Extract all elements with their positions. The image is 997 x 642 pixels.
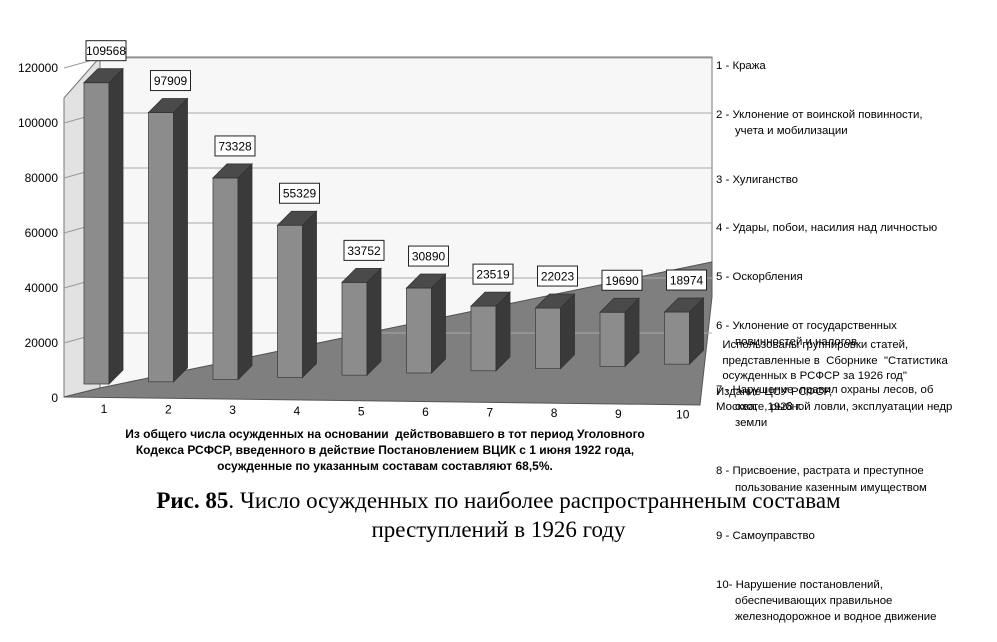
data-label: 97909 (154, 74, 188, 88)
bar (341, 281, 368, 376)
data-label-box (601, 269, 643, 291)
bar-side (302, 210, 317, 379)
y-tick-label: 20000 (25, 336, 59, 350)
x-tick-label: 7 (486, 406, 493, 420)
bar-side (108, 67, 124, 385)
y-tick-label: 100000 (18, 116, 58, 130)
y-tick-label: 40000 (25, 281, 59, 295)
data-label: 33752 (347, 244, 381, 258)
bar-top (212, 163, 253, 179)
bar-top (663, 297, 705, 313)
y-tick-label: 120000 (18, 61, 58, 75)
figure-caption: Рис. 85. Число осужденных по наиболее ра… (0, 486, 997, 544)
x-tick-label: 4 (294, 404, 301, 418)
chart-legend: 1 - Кража 2 - Уклонение от воинской пови… (716, 26, 994, 642)
data-label: 73328 (218, 139, 252, 153)
source-note: Использованы группировки статей, предста… (716, 339, 948, 414)
x-tick-label: 8 (551, 406, 558, 420)
data-label-box (214, 135, 256, 157)
x-tick-label: 3 (229, 403, 236, 417)
data-label-box (343, 239, 385, 261)
bar (406, 287, 432, 374)
y-tick-label: 80000 (25, 171, 59, 185)
bars: 109568 97909 73328 55329 33752 30890 23519 2202… (83, 40, 707, 385)
legend-entry: 10- Нарушение постановлений, обеспечиваю… (716, 578, 937, 624)
bar-top (147, 98, 189, 113)
bar (664, 311, 690, 365)
bar-side (366, 267, 382, 377)
bar (599, 311, 626, 367)
data-label-box (408, 245, 449, 267)
bar (470, 305, 497, 372)
bar-top (534, 293, 576, 309)
data-label: 18974 (670, 274, 704, 288)
figure-caption-text: . Число осужденных по наиболее распростр… (228, 488, 841, 542)
x-tick-label: 1 (101, 402, 108, 416)
data-label: 23519 (476, 268, 510, 282)
bar-top (599, 297, 640, 313)
figure-label: Рис. 85 (156, 488, 229, 513)
legend-entry: 3 - Хулиганство (716, 173, 798, 186)
legend-entry: 6 - Уклонение от государственных повинно… (716, 319, 897, 348)
bar-side (237, 162, 253, 381)
data-label-box (472, 263, 514, 285)
legend-entry: 1 - Кража (716, 60, 766, 73)
bar-top (83, 68, 124, 84)
bar-top (276, 210, 318, 226)
legend-entry: 9 - Самоуправство (716, 530, 815, 543)
x-axis-ticks: 1 2 3 4 5 6 7 8 9 10 (101, 402, 690, 421)
legend-entry: 7 - Нарушение правил охраны лесов, об ох… (716, 384, 953, 429)
x-tick-label: 6 (422, 405, 429, 419)
x-tick-label: 2 (165, 403, 172, 417)
data-label: 22023 (541, 270, 575, 284)
data-label: 19690 (605, 274, 639, 288)
bar (148, 112, 174, 383)
x-tick-label: 9 (615, 407, 622, 421)
y-axis-ticks: 0 20000 40000 60000 80000 100000 120000 (18, 61, 58, 405)
legend-entry: 8 - Присвоение, растрата и преступное по… (716, 465, 927, 494)
data-label-box (150, 70, 191, 92)
bar-top (341, 267, 382, 283)
legend-entry: 4 - Удары, побои, насилия над личностью (716, 222, 938, 235)
legend-entry: 5 - Оскорбления (716, 271, 803, 284)
bar (277, 224, 303, 378)
chart-footnote: Из общего числа осужденных на основании … (125, 427, 645, 473)
data-label: 30890 (412, 250, 446, 264)
data-label: 109568 (86, 44, 126, 58)
bar (83, 82, 110, 385)
bar (535, 307, 561, 369)
bar-top (470, 291, 511, 307)
bar (212, 177, 239, 380)
data-label-box (666, 269, 707, 291)
data-label-box (85, 40, 127, 62)
data-label-box (537, 265, 578, 287)
y-tick-label: 0 (51, 391, 58, 405)
data-label-box (279, 182, 320, 204)
data-label: 55329 (283, 187, 317, 201)
legend-entry: 2 - Уклонение от воинской повинности, уч… (716, 109, 923, 138)
bar-side (173, 97, 188, 383)
bar-side (431, 273, 446, 374)
bar-top (405, 273, 447, 289)
y-tick-label: 60000 (25, 226, 59, 240)
x-tick-label: 10 (676, 407, 690, 421)
x-tick-label: 5 (358, 404, 365, 418)
